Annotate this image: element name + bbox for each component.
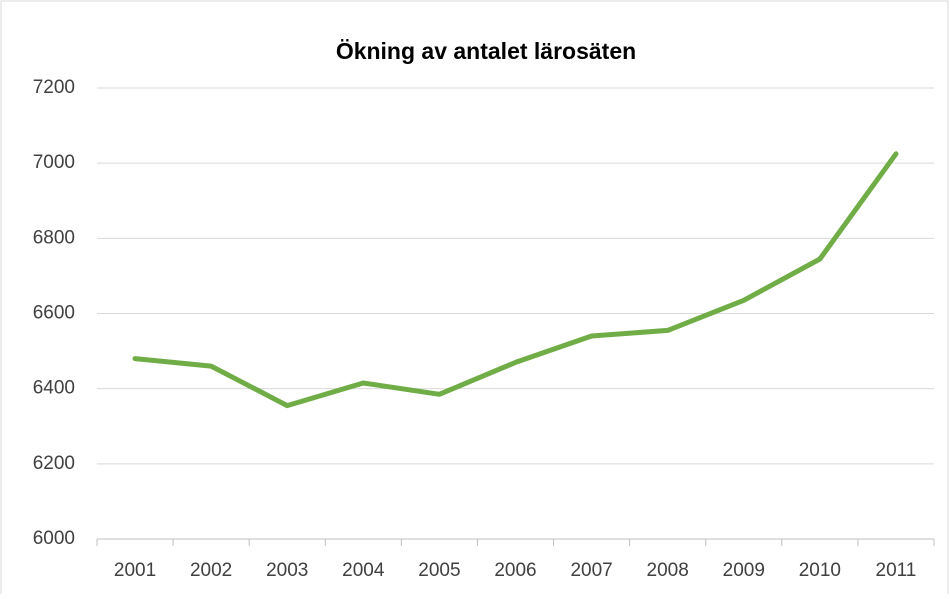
y-tick-label: 6400 [33, 378, 75, 399]
y-tick-label: 6000 [33, 528, 75, 549]
y-tick-label: 6600 [33, 303, 75, 324]
x-tick-label: 2006 [494, 560, 536, 581]
x-tick-label: 2009 [723, 560, 765, 581]
x-tick-label: 2007 [570, 560, 612, 581]
x-tick-label: 2005 [418, 560, 460, 581]
chart-title: Ökning av antalet lärosäten [336, 38, 636, 64]
x-tick-label: 2008 [647, 560, 689, 581]
x-tick-label: 2011 [876, 560, 917, 581]
y-tick-label: 6800 [33, 227, 75, 248]
data-line [132, 151, 899, 409]
y-tick-label: 7200 [33, 77, 75, 98]
x-tick-label: 2010 [799, 560, 841, 581]
x-tick-label: 2001 [114, 560, 156, 581]
y-tick-label: 6200 [33, 453, 75, 474]
x-tick-label: 2002 [190, 560, 232, 581]
x-tick-label: 2004 [342, 560, 385, 581]
y-tick-label: 7000 [33, 152, 75, 173]
x-tick-label: 2003 [266, 560, 308, 581]
